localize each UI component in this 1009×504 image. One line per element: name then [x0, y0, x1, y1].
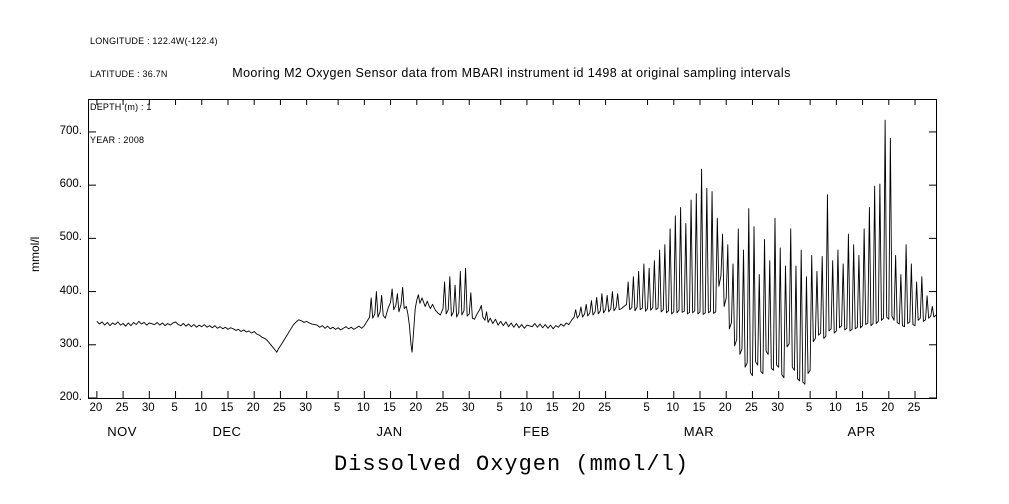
- month-label: NOV: [107, 424, 137, 439]
- chart-canvas: [89, 100, 936, 398]
- month-label: MAR: [683, 424, 715, 439]
- x-tick-label: 10: [356, 402, 370, 414]
- plot-area: [88, 99, 937, 399]
- month-label: JAN: [376, 424, 403, 439]
- month-label: FEB: [523, 424, 550, 439]
- x-tick-label: 20: [571, 402, 585, 414]
- x-tick-label: 20: [409, 402, 423, 414]
- metadata-block: LONGITUDE : 122.4W(-122.4) LATITUDE : 36…: [90, 14, 218, 168]
- x-tick-label: 20: [881, 402, 895, 414]
- y-tick-label: 400.: [59, 284, 82, 297]
- x-tick-label: 10: [828, 402, 842, 414]
- month-label: DEC: [212, 424, 242, 439]
- x-tick-label: 15: [692, 402, 706, 414]
- x-tick-label: 10: [519, 402, 533, 414]
- x-tick-label: 15: [855, 402, 868, 414]
- x-tick-label: 25: [907, 402, 921, 414]
- x-tick-label: 5: [171, 402, 178, 414]
- month-labels: NOV DEC JAN FEB MAR APR: [88, 424, 937, 440]
- x-tick-label: 15: [220, 402, 234, 414]
- x-tick-label: 15: [383, 402, 396, 414]
- x-tick-label: 5: [333, 402, 341, 414]
- metadata-depth: DEPTH (m) : 1: [90, 102, 152, 112]
- x-tick-label: 20: [89, 402, 103, 414]
- x-tick-label: 25: [745, 402, 758, 414]
- x-tick-label: 30: [141, 402, 155, 414]
- x-tick-label: 25: [435, 402, 449, 414]
- x-tick-label: 25: [115, 402, 129, 414]
- metadata-year: YEAR : 2008: [90, 135, 145, 145]
- oxygen-timeseries-line: [96, 119, 936, 385]
- x-tick-label: 10: [666, 402, 680, 414]
- y-tick-label: 300.: [59, 337, 82, 350]
- x-tick-label: 25: [273, 402, 286, 414]
- month-label: APR: [847, 424, 876, 439]
- x-tick-label: 20: [718, 402, 732, 414]
- metadata-longitude: LONGITUDE : 122.4W(-122.4): [90, 36, 218, 46]
- x-tick-label: 10: [194, 402, 208, 414]
- bottom-axis-title: Dissolved Oxygen (mmol/l): [333, 452, 690, 477]
- y-tick-labels: 700. 600. 500. 400. 300. 200.: [30, 99, 82, 403]
- x-tick-label: 5: [496, 402, 503, 414]
- x-tick-label: 20: [246, 402, 260, 414]
- x-tick-label: 30: [771, 402, 785, 414]
- x-tick-label: 5: [643, 402, 650, 414]
- x-tick-label: 5: [805, 402, 813, 414]
- x-tick-label: 15: [545, 402, 559, 414]
- x-tick-label: 25: [598, 402, 611, 414]
- y-tick-label: 200.: [59, 391, 82, 403]
- x-tick-labels: 20 25 30 5 10 15 20 25 30 5 10 15 20 25 30 5 10 15 20 25 5 10…: [88, 402, 937, 416]
- y-tick-label: 500.: [59, 231, 82, 244]
- y-tick-label: 600.: [59, 178, 82, 191]
- metadata-latitude: LATITUDE : 36.7N: [90, 69, 168, 79]
- chart-title: Mooring M2 Oxygen Sensor data from MBARI…: [232, 66, 791, 80]
- y-tick-label: 700.: [59, 124, 82, 137]
- x-tick-label: 30: [461, 402, 475, 414]
- x-tick-label: 30: [299, 402, 313, 414]
